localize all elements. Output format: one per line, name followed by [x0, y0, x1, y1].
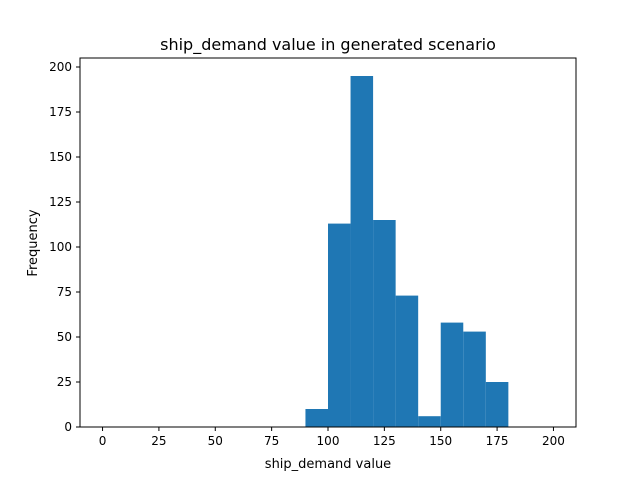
chart-title: ship_demand value in generated scenario: [160, 35, 496, 55]
histogram-bar: [350, 76, 374, 427]
y-tick-label: 50: [57, 330, 72, 344]
y-tick-label: 100: [49, 240, 72, 254]
y-axis-label: Frequency: [26, 209, 41, 276]
x-tick-label: 0: [99, 434, 107, 448]
histogram-bar: [485, 382, 509, 427]
x-tick-label: 50: [208, 434, 223, 448]
histogram-bar: [418, 416, 441, 427]
y-tick-label: 200: [49, 60, 72, 74]
y-tick-label: 125: [49, 195, 72, 209]
histogram-bar: [305, 409, 328, 427]
histogram-bar: [395, 295, 419, 427]
histogram-bar: [440, 322, 464, 427]
histogram-bar: [463, 331, 486, 427]
x-tick-label: 175: [486, 434, 509, 448]
y-tick-label: 175: [49, 105, 72, 119]
x-tick-label: 200: [542, 434, 565, 448]
y-tick-label: 25: [57, 375, 72, 389]
x-tick-label: 25: [151, 434, 166, 448]
bars: [305, 76, 509, 427]
y-tick-label: 150: [49, 150, 72, 164]
y-tick-label: 0: [64, 420, 72, 434]
x-axis-label: ship_demand value: [265, 457, 391, 472]
histogram-bar: [373, 220, 396, 427]
y-axis: 0 25 50 75 100 125 150 175 200: [49, 60, 80, 434]
y-tick-label: 75: [57, 285, 72, 299]
x-tick-label: 100: [317, 434, 340, 448]
x-tick-label: 150: [429, 434, 452, 448]
x-tick-label: 75: [264, 434, 279, 448]
histogram-bar: [328, 223, 351, 427]
x-tick-label: 125: [373, 434, 396, 448]
x-axis: 0 25 50 75 100 125 150 175 200: [99, 427, 565, 448]
